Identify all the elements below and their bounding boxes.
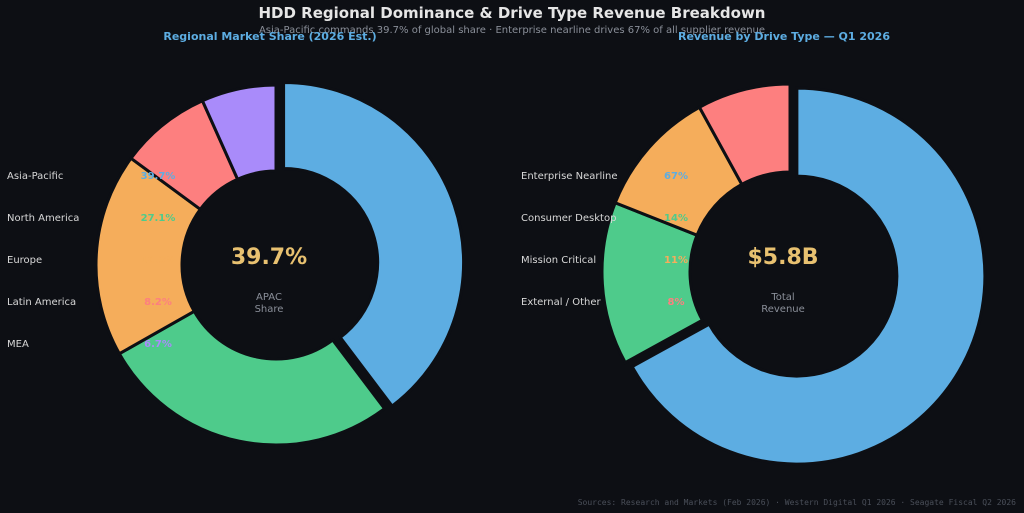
drive-center-value: $5.8B (747, 245, 818, 270)
region-category-label: North America (7, 213, 79, 224)
drive-category-label: Consumer Desktop (521, 213, 616, 224)
region-slice-europe (94, 156, 203, 356)
region-value-label: 39.7% (141, 171, 176, 182)
drive-center-caption: Revenue (761, 304, 805, 315)
drive-value-label: 14% (664, 213, 688, 224)
drive-category-label: Enterprise Nearline (521, 171, 618, 182)
left-panel-title: Regional Market Share (2026 Est.) (163, 30, 377, 43)
region-slice-north-america (117, 309, 387, 447)
region-category-label: Europe (7, 255, 42, 266)
region-center-caption: APAC (256, 292, 282, 303)
region-center-value: 39.7% (231, 245, 307, 270)
region-center-caption: Share (255, 304, 284, 315)
drive-value-label: 11% (664, 255, 688, 266)
drive-value-label: 8% (668, 297, 685, 308)
drive-slice-external-other (697, 82, 792, 187)
chart-subtitle: Asia-Pacific commands 39.7% of global sh… (258, 25, 766, 36)
drive-category-label: External / Other (521, 297, 601, 308)
region-slice-asia-pacific (282, 80, 466, 409)
drive-category-label: Mission Critical (521, 255, 596, 266)
drive-center-caption: Total (770, 292, 794, 303)
region-category-label: Latin America (7, 297, 76, 308)
region-category-label: MEA (7, 339, 29, 350)
region-value-label: 8.2% (144, 297, 172, 308)
chart-title: HDD Regional Dominance & Drive Type Reve… (258, 4, 766, 22)
drive-slice-enterprise-nearline (630, 86, 987, 466)
region-category-label: Asia-Pacific (7, 171, 63, 182)
region-value-label: 6.7% (144, 339, 172, 350)
region-value-label: 18.3% (141, 255, 176, 266)
right-panel-title: Revenue by Drive Type — Q1 2026 (678, 30, 890, 43)
drive-value-label: 67% (664, 171, 688, 182)
region-value-label: 27.1% (141, 213, 176, 224)
region-slice-mea (200, 83, 278, 182)
sources-footer: Sources: Research and Markets (Feb 2026)… (577, 498, 1016, 507)
